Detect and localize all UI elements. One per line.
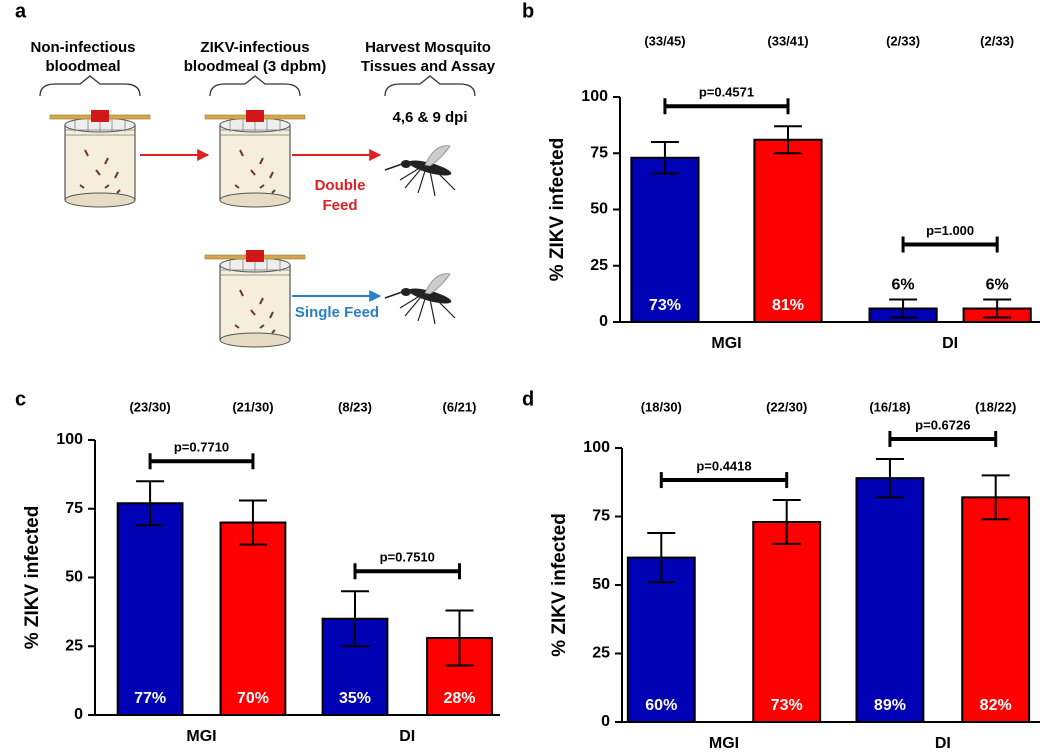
p-value: p=0.4418: [696, 458, 751, 473]
diagram: a Non-infectious bloodmeal ZIKV-infectio…: [15, 0, 496, 348]
value-label: 35%: [339, 690, 371, 707]
value-label: 73%: [649, 297, 681, 314]
y-tick-label: 75: [590, 144, 608, 161]
y-tick-label: 50: [590, 201, 608, 218]
bar: [855, 477, 925, 724]
panel-letter: d: [522, 388, 534, 410]
x-tick-label: DI: [399, 728, 415, 745]
y-tick-label: 100: [56, 431, 83, 448]
y-tick-label: 50: [65, 569, 83, 586]
value-label: 6%: [986, 277, 1009, 294]
bar: [116, 502, 184, 716]
mosquito: [384, 272, 456, 325]
y-axis-title: % ZIKV infected: [22, 506, 43, 650]
value-label: 77%: [134, 690, 166, 707]
p-value: p=0.6726: [915, 417, 970, 432]
count-label: (18/22): [975, 399, 1016, 414]
step-label: Harvest Mosquito: [365, 39, 491, 56]
y-tick-label: 25: [65, 637, 83, 654]
count-label: (23/30): [129, 399, 170, 414]
count-label: (18/30): [641, 399, 682, 414]
p-value: p=0.7710: [174, 440, 229, 455]
x-tick-label: DI: [942, 335, 958, 352]
value-label: 6%: [892, 277, 915, 294]
x-tick-label: DI: [935, 735, 951, 750]
count-label: (2/33): [886, 33, 920, 48]
y-axis-title: % ZIKV infected: [547, 138, 568, 282]
y-tick-label: 75: [592, 508, 610, 525]
count-label: (21/30): [232, 399, 273, 414]
y-tick-label: 0: [599, 313, 608, 330]
panel-letter: c: [15, 388, 26, 410]
single-feed: Single Feed: [295, 304, 379, 321]
brace: [209, 75, 301, 97]
cage: [204, 249, 306, 348]
brace: [384, 75, 476, 97]
double-feed: Double: [315, 177, 366, 194]
y-axis-title: % ZIKV infected: [549, 513, 570, 657]
cage: [204, 109, 306, 208]
step-label: bloodmeal: [45, 58, 120, 75]
x-tick-label: MGI: [709, 735, 739, 750]
bar: [219, 521, 287, 716]
value-label: 89%: [874, 697, 906, 714]
y-tick-label: 50: [592, 576, 610, 593]
y-tick-label: 100: [583, 439, 610, 456]
p-value: p=0.7510: [380, 550, 435, 565]
timepoints: 4,6 & 9 dpi: [392, 109, 467, 126]
count-label: (2/33): [980, 33, 1014, 48]
y-tick-label: 25: [592, 645, 610, 662]
x-tick-label: MGI: [711, 335, 741, 352]
count-label: (22/30): [766, 399, 807, 414]
count-label: (16/18): [869, 399, 910, 414]
y-tick-label: 0: [74, 706, 83, 723]
value-label: 82%: [980, 697, 1012, 714]
cage: [49, 109, 151, 208]
brace: [39, 75, 141, 97]
y-tick-label: 0: [601, 713, 610, 730]
y-tick-label: 100: [581, 88, 608, 105]
step-label: bloodmeal (3 dpbm): [184, 58, 327, 75]
panel-letter: a: [15, 0, 27, 22]
value-label: 60%: [645, 697, 677, 714]
value-label: 81%: [772, 297, 804, 314]
step-label: Non-infectious: [31, 39, 136, 56]
bar: [752, 520, 822, 723]
count-label: (6/21): [443, 399, 477, 414]
double-feed: Feed: [322, 197, 357, 214]
value-label: 28%: [443, 690, 475, 707]
step-label: Tissues and Assay: [361, 58, 496, 75]
count-label: (33/45): [644, 33, 685, 48]
bar: [626, 556, 696, 723]
y-tick-label: 25: [590, 257, 608, 274]
p-value: p=1.000: [926, 223, 974, 238]
x-tick-label: MGI: [186, 728, 216, 745]
mosquito: [384, 144, 456, 197]
bar: [961, 496, 1031, 723]
p-value: p=0.4571: [699, 85, 754, 100]
y-tick-label: 75: [65, 500, 83, 517]
panel-letter: b: [522, 0, 534, 22]
count-label: (33/41): [767, 33, 808, 48]
step-label: ZIKV-infectious: [200, 39, 309, 56]
count-label: (8/23): [338, 399, 372, 414]
value-label: 70%: [237, 690, 269, 707]
value-label: 73%: [771, 697, 803, 714]
bar: [753, 138, 823, 323]
